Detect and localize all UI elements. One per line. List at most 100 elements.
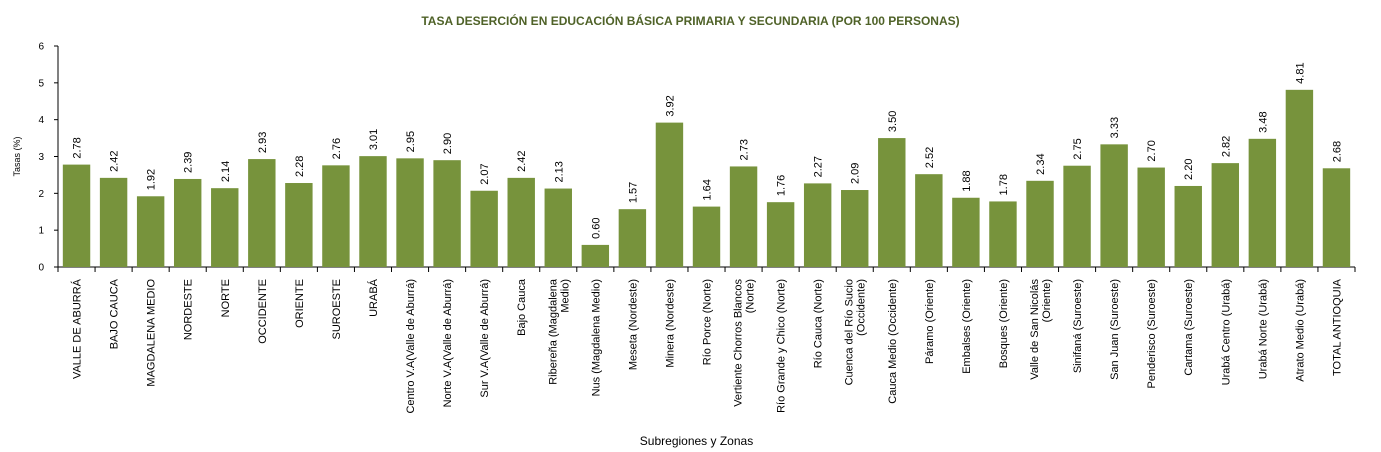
category-label: San Juan (Suroeste) — [1109, 279, 1121, 380]
category-label: Páramo (Oriente) — [924, 279, 936, 364]
bar — [1137, 167, 1165, 267]
bar — [62, 164, 91, 267]
x-axis-title: Subregiones y Zonas — [640, 434, 753, 448]
data-label: 1.92 — [146, 169, 158, 190]
bar — [766, 202, 795, 267]
category-label: (Oriente) — [1041, 279, 1053, 322]
data-label: 3.33 — [1109, 117, 1121, 138]
bar — [359, 156, 387, 267]
data-label: 2.39 — [183, 152, 195, 173]
y-tick-label: 6 — [38, 42, 44, 53]
category-label: ORIENTE — [294, 279, 306, 328]
bar — [878, 138, 906, 267]
bar — [692, 206, 721, 267]
category-label: Medio) — [559, 279, 571, 313]
category-label: Río Grande y Chico (Norte) — [776, 279, 788, 413]
category-label: Vertiente Chorros Blancos — [733, 279, 745, 407]
bar — [322, 165, 350, 267]
category-label: Meseta (Nordeste) — [627, 279, 639, 370]
data-label: 2.27 — [813, 156, 825, 177]
bar — [803, 183, 832, 267]
category-label: BAJO CAUCA — [109, 278, 121, 349]
data-label: 2.73 — [739, 139, 751, 160]
data-label: 3.48 — [1257, 111, 1269, 132]
category-label: SUROESTE — [331, 279, 343, 340]
data-label: 0.60 — [590, 217, 602, 238]
category-label: Cartama (Suroeste) — [1183, 279, 1195, 376]
bar — [952, 197, 980, 267]
y-tick-label: 2 — [38, 189, 44, 200]
data-label: 3.01 — [368, 129, 380, 150]
data-label: 1.88 — [961, 170, 973, 191]
category-label: Urabá Centro (Urabá) — [1220, 279, 1232, 385]
bar — [989, 201, 1017, 267]
category-label: Valle de San Nicolás — [1029, 279, 1041, 380]
bar — [285, 183, 313, 267]
bar — [581, 244, 610, 267]
category-label: Penderisco (Suroeste) — [1146, 279, 1158, 388]
data-label: 2.09 — [850, 163, 862, 184]
category-label: Urabá Norte (Urabá) — [1257, 279, 1269, 379]
category-label: Centro V.A(Valle de Aburrá) — [405, 279, 417, 414]
category-label: Cauca Medio (Occidente) — [887, 279, 899, 404]
y-tick-label: 0 — [38, 263, 44, 274]
category-label: Norte V.A(Valle de Aburrá) — [442, 279, 454, 407]
bar — [470, 190, 498, 267]
data-label: 1.64 — [702, 179, 714, 200]
data-label: 2.42 — [109, 150, 121, 171]
data-label: 2.95 — [405, 131, 417, 152]
bar — [841, 190, 869, 267]
data-label: 1.78 — [998, 174, 1010, 195]
bar — [396, 158, 424, 267]
bar — [433, 160, 461, 267]
category-label: Río Porce (Norte) — [702, 279, 714, 365]
bar — [1322, 168, 1351, 267]
category-label: (Occidente) — [856, 279, 868, 336]
data-label: 2.75 — [1072, 138, 1084, 159]
category-label: Ribereña (Magdalena — [547, 278, 559, 385]
bar — [1100, 144, 1128, 267]
y-tick-label: 4 — [38, 115, 44, 126]
category-label: Río Cauca (Norte) — [813, 279, 825, 368]
category-label: NORDESTE — [183, 279, 195, 340]
bar — [1174, 185, 1202, 267]
bar — [1211, 163, 1240, 267]
y-tick-label: 1 — [38, 226, 44, 237]
category-label: URABÁ — [367, 278, 380, 317]
data-label: 2.28 — [294, 156, 306, 177]
bar — [544, 188, 572, 267]
category-label: OCCIDENTE — [257, 279, 269, 344]
data-label: 4.81 — [1294, 62, 1306, 83]
bar — [507, 177, 535, 267]
bar — [248, 159, 276, 267]
category-label: MAGDALENA MEDIO — [146, 279, 158, 387]
category-label: Cuenca del Río Sucio — [844, 279, 856, 385]
category-label: Atrato Medio (Urabá) — [1294, 279, 1306, 382]
bar — [729, 166, 758, 267]
category-label: Bosques (Oriente) — [998, 279, 1010, 368]
category-label: Minera (Nordeste) — [664, 279, 676, 368]
y-tick-label: 5 — [38, 78, 44, 89]
data-label: 2.90 — [442, 133, 454, 154]
data-label: 2.82 — [1220, 136, 1232, 157]
data-label: 2.34 — [1035, 153, 1047, 174]
data-label: 2.52 — [924, 147, 936, 168]
category-label: NORTE — [220, 279, 232, 317]
bar — [1063, 165, 1091, 267]
bar — [655, 122, 684, 267]
data-label: 2.78 — [72, 137, 84, 158]
bar — [1285, 89, 1314, 267]
y-tick-label: 3 — [38, 152, 44, 163]
data-label: 2.70 — [1146, 140, 1158, 161]
data-label: 2.93 — [257, 132, 269, 153]
category-label: Sur V.A(Valle de Aburrá) — [479, 279, 491, 398]
chart-title: TASA DESERCIÓN EN EDUCACIÓN BÁSICA PRIMA… — [421, 14, 960, 28]
bar — [211, 188, 239, 267]
data-label: 2.68 — [1331, 141, 1343, 162]
bar — [1026, 180, 1054, 267]
category-label: Embalses (Oriente) — [961, 279, 973, 374]
data-label: 2.42 — [516, 150, 528, 171]
data-label: 2.14 — [220, 161, 232, 182]
data-label: 1.57 — [627, 182, 639, 203]
